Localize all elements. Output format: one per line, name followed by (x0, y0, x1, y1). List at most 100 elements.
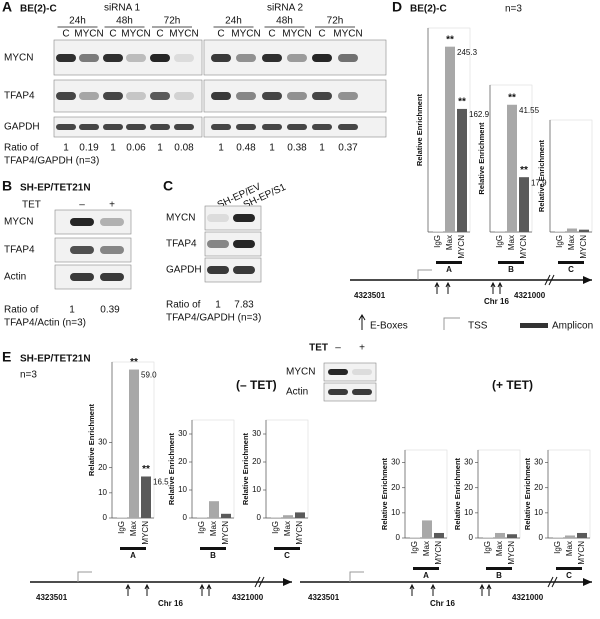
blot-band (233, 240, 255, 248)
category-label: Max (445, 235, 454, 250)
category-label: MYCN (141, 521, 150, 545)
blot-band (100, 218, 124, 226)
lane-label: MYCN (231, 29, 260, 40)
blot-band (352, 369, 372, 375)
row-label: TFAP4 (4, 91, 35, 102)
y-tick-label: 20 (391, 483, 400, 492)
amplicon-label: A (130, 551, 136, 560)
category-label: MYCN (519, 235, 528, 259)
arrowhead (583, 276, 592, 284)
y-axis-label: Relative Enrichment (380, 457, 389, 530)
category-label: Max (565, 541, 574, 556)
data-label: 41.55 (519, 106, 540, 115)
track-start: 4323501 (308, 593, 340, 602)
y-tick-label: 10 (98, 488, 107, 497)
ratio-value: 0.08 (174, 143, 194, 154)
cell-line: BE(2)-C (20, 4, 57, 15)
bar (445, 46, 455, 232)
treatment-label: TET (22, 200, 41, 211)
bar (495, 231, 505, 232)
significance: ** (508, 92, 516, 103)
track-end: 4321000 (512, 593, 544, 602)
blot-band (79, 124, 99, 130)
bar (422, 520, 432, 538)
blot-frame (323, 362, 377, 382)
category-label: MYCN (295, 521, 304, 545)
category-label: IgG (117, 521, 126, 534)
legend-amplicon (520, 323, 548, 328)
y-axis-label: Relative Enrichment (537, 139, 546, 212)
blot-band (211, 92, 231, 100)
lane-label: MYCN (333, 29, 362, 40)
lane-label: C (318, 29, 325, 40)
significance: ** (130, 357, 138, 368)
blot-band (70, 246, 94, 254)
blot-band (233, 266, 255, 274)
blot-band (56, 54, 76, 62)
n-label: n=3 (20, 370, 37, 381)
y-tick-label: 0 (469, 533, 474, 542)
plot-frame (477, 449, 521, 539)
y-tick-label: 20 (178, 457, 187, 466)
blot-frame (203, 79, 387, 113)
blot-band (150, 124, 170, 130)
bar (507, 534, 517, 538)
lane-label: C (109, 29, 116, 40)
blot-band (236, 54, 256, 62)
y-tick-label: 30 (178, 429, 187, 438)
e-box (479, 583, 485, 596)
cell-line: SH-EP/TET21N (20, 183, 91, 194)
y-tick-label: 10 (391, 508, 400, 517)
amplicon-label: C (566, 571, 572, 580)
bar (553, 537, 563, 538)
blot-frame (53, 39, 203, 76)
blot-band (79, 54, 99, 62)
blot-band (207, 266, 229, 274)
lane-label: C (62, 29, 69, 40)
lane-label: – (335, 343, 341, 354)
data-label: 16.5 (153, 478, 169, 487)
bar (434, 532, 444, 538)
category-label: Max (495, 541, 504, 556)
ratio-value: 0.19 (79, 143, 99, 154)
category-label: Max (507, 235, 516, 250)
row-label: MYCN (286, 367, 315, 378)
data-label: 59.0 (141, 371, 157, 380)
ratio-value: 0.38 (287, 143, 307, 154)
blot-band (126, 54, 146, 62)
e-box (490, 281, 496, 294)
e-box (434, 281, 440, 294)
y-tick-label: 10 (464, 508, 473, 517)
blot-band (328, 369, 348, 375)
blot-band (103, 124, 123, 130)
panel-label: C (163, 178, 173, 194)
row-label: MYCN (4, 53, 33, 64)
y-tick-label: 10 (178, 485, 187, 494)
group-label: siRNA 1 (104, 3, 141, 14)
ratio-value: 1 (218, 143, 224, 154)
blot-band (233, 214, 255, 222)
lane-label: + (359, 343, 365, 354)
track-end: 4321000 (514, 291, 546, 300)
amplicon-mark (558, 261, 584, 264)
ratio-value: 1 (215, 300, 221, 311)
blot-band (126, 92, 146, 100)
time-label: 24h (69, 16, 86, 27)
tss-arrow (349, 571, 364, 582)
amplicon-mark (413, 567, 439, 570)
lane-label: C (217, 29, 224, 40)
bar (283, 515, 293, 518)
panel-label: D (392, 0, 402, 15)
track-chr: Chr 16 (430, 599, 455, 608)
row-label: Actin (286, 387, 308, 398)
bar (221, 513, 231, 518)
category-label: IgG (197, 521, 206, 534)
ratio-value: 1 (157, 143, 163, 154)
y-axis-label: Relative Enrichment (241, 432, 250, 505)
significance: ** (142, 464, 150, 475)
y-axis-label: Relative Enrichment (415, 93, 424, 166)
amplicon-label: C (568, 265, 574, 274)
blot-band (174, 54, 194, 62)
category-label: Max (567, 235, 576, 250)
category-label: MYCN (434, 541, 443, 565)
